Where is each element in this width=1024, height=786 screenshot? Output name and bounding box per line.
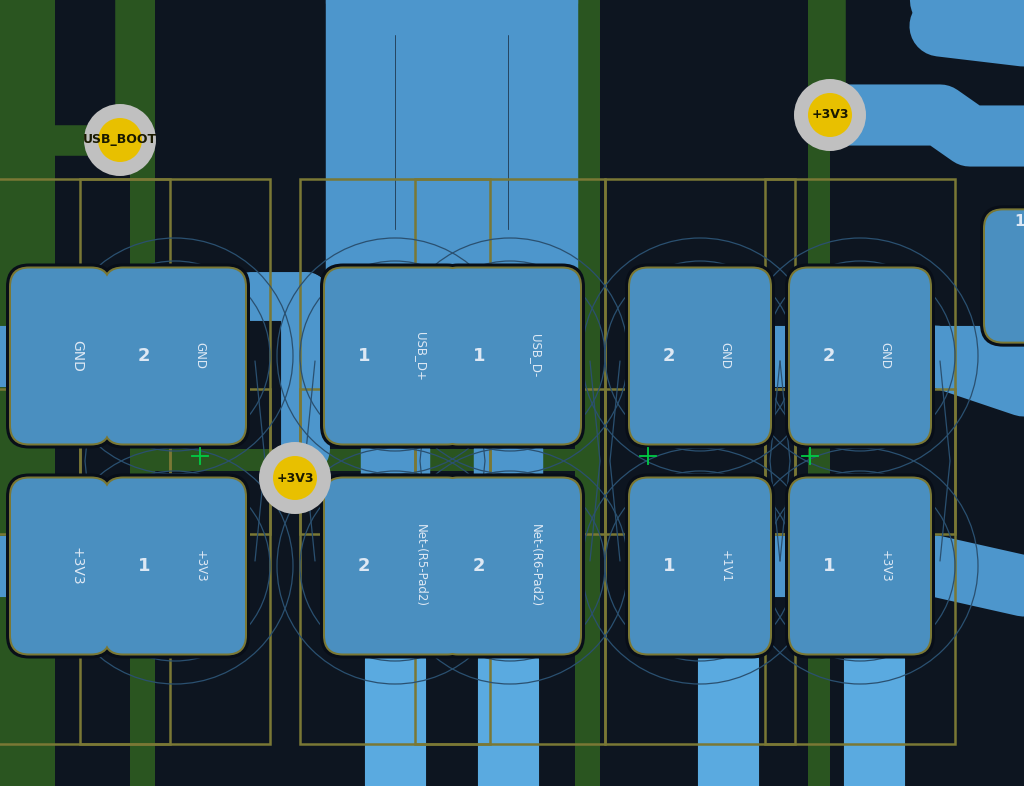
FancyBboxPatch shape <box>105 479 245 653</box>
FancyBboxPatch shape <box>625 473 775 659</box>
Polygon shape <box>0 0 55 786</box>
FancyBboxPatch shape <box>9 476 111 656</box>
FancyBboxPatch shape <box>788 266 932 446</box>
Text: 2: 2 <box>823 347 836 365</box>
Bar <box>765 178 955 534</box>
Text: GND: GND <box>719 343 732 369</box>
Text: +3V3: +3V3 <box>276 472 313 484</box>
FancyBboxPatch shape <box>983 208 1024 343</box>
FancyBboxPatch shape <box>325 269 465 443</box>
Bar <box>300 388 490 744</box>
Text: USB_D-: USB_D- <box>528 334 542 378</box>
Text: +3V3: +3V3 <box>811 108 849 122</box>
Bar <box>80 388 270 744</box>
FancyBboxPatch shape <box>438 476 582 656</box>
FancyBboxPatch shape <box>9 266 111 446</box>
FancyBboxPatch shape <box>6 263 114 449</box>
Text: +3V3: +3V3 <box>879 549 892 582</box>
FancyBboxPatch shape <box>630 479 770 653</box>
Bar <box>0 388 170 744</box>
Text: 2: 2 <box>358 557 371 575</box>
FancyBboxPatch shape <box>323 476 467 656</box>
FancyBboxPatch shape <box>790 479 930 653</box>
Bar <box>0 178 170 534</box>
FancyBboxPatch shape <box>319 473 470 659</box>
Text: Net-(R5-Pad2): Net-(R5-Pad2) <box>414 524 427 608</box>
FancyBboxPatch shape <box>440 479 580 653</box>
Circle shape <box>794 79 866 151</box>
Bar <box>300 178 490 534</box>
Text: +1V1: +1V1 <box>719 549 732 582</box>
FancyBboxPatch shape <box>6 473 114 659</box>
FancyBboxPatch shape <box>788 476 932 656</box>
Polygon shape <box>808 0 830 786</box>
FancyBboxPatch shape <box>323 266 467 446</box>
Bar <box>605 388 795 744</box>
FancyBboxPatch shape <box>11 479 109 653</box>
Text: 2: 2 <box>663 347 676 365</box>
Text: 1: 1 <box>663 557 676 575</box>
Polygon shape <box>575 0 600 786</box>
Bar <box>415 178 605 534</box>
FancyBboxPatch shape <box>785 263 935 449</box>
FancyBboxPatch shape <box>785 473 935 659</box>
Bar <box>130 449 575 471</box>
Polygon shape <box>130 0 155 786</box>
Text: 2: 2 <box>138 347 151 365</box>
Text: 2: 2 <box>473 557 485 575</box>
Text: Net-(R6-Pad2): Net-(R6-Pad2) <box>528 524 542 608</box>
FancyBboxPatch shape <box>103 266 247 446</box>
FancyBboxPatch shape <box>319 263 470 449</box>
Text: GND: GND <box>879 343 892 369</box>
Circle shape <box>808 93 852 137</box>
Text: USB_BOOT: USB_BOOT <box>83 134 157 146</box>
FancyBboxPatch shape <box>985 211 1024 342</box>
Text: 1: 1 <box>138 557 151 575</box>
Circle shape <box>98 118 142 162</box>
FancyBboxPatch shape <box>105 269 245 443</box>
FancyBboxPatch shape <box>100 473 250 659</box>
FancyBboxPatch shape <box>103 476 247 656</box>
Bar <box>605 178 795 534</box>
FancyBboxPatch shape <box>438 266 582 446</box>
Text: 1: 1 <box>1015 214 1024 229</box>
Bar <box>765 388 955 744</box>
FancyBboxPatch shape <box>440 269 580 443</box>
Text: GND: GND <box>70 340 84 372</box>
Text: 1: 1 <box>473 347 485 365</box>
Circle shape <box>273 456 317 500</box>
FancyBboxPatch shape <box>790 269 930 443</box>
FancyBboxPatch shape <box>628 266 772 446</box>
Bar <box>80 178 270 534</box>
Text: USB_D+: USB_D+ <box>414 332 427 380</box>
Circle shape <box>84 104 156 176</box>
Circle shape <box>259 442 331 514</box>
FancyBboxPatch shape <box>325 479 465 653</box>
Text: 1: 1 <box>358 347 371 365</box>
FancyBboxPatch shape <box>625 263 775 449</box>
FancyBboxPatch shape <box>630 269 770 443</box>
Bar <box>415 388 605 744</box>
FancyBboxPatch shape <box>100 263 250 449</box>
Text: GND: GND <box>194 343 207 369</box>
FancyBboxPatch shape <box>628 476 772 656</box>
Text: +3V3: +3V3 <box>194 549 207 582</box>
Text: +3V3: +3V3 <box>70 547 84 586</box>
FancyBboxPatch shape <box>980 205 1024 347</box>
FancyBboxPatch shape <box>11 269 109 443</box>
FancyBboxPatch shape <box>435 473 585 659</box>
FancyBboxPatch shape <box>435 263 585 449</box>
Text: 1: 1 <box>823 557 836 575</box>
